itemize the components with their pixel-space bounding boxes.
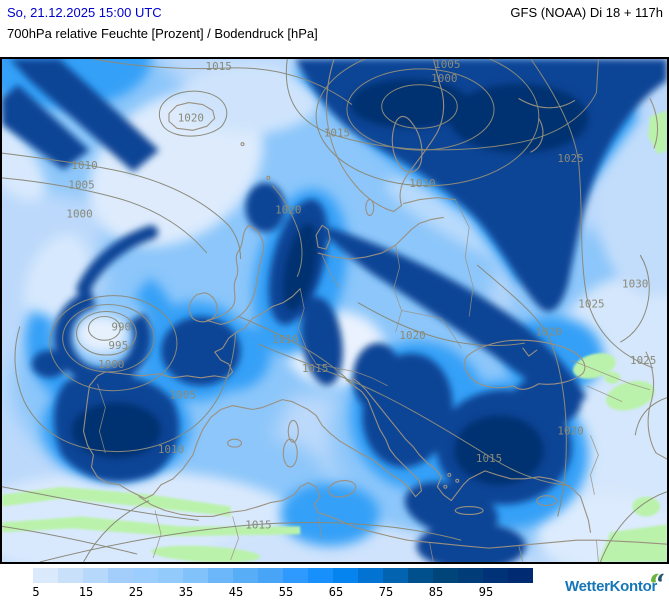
- caspian-coast: [645, 351, 667, 460]
- wetterkontor-logo-icon: [651, 573, 664, 583]
- legend-color-cell: [483, 568, 508, 583]
- isobar-label: 1015: [206, 60, 232, 73]
- humidity-deepest-layer: [71, 78, 589, 485]
- isobar-label: 990: [111, 320, 131, 333]
- legend-tick-label: 45: [228, 585, 244, 599]
- model-run-info: GFS (NOAA) Di 18 + 117h: [510, 5, 663, 20]
- adriatic-balkan-coast: [351, 377, 592, 533]
- legend-color-cell: [83, 568, 108, 583]
- isobar-label: 1000: [98, 358, 124, 371]
- isobar-label: 1015: [476, 452, 502, 465]
- legend-color-cell: [108, 568, 133, 583]
- legend-color-cell: [33, 568, 58, 583]
- scandinavia-coast: [325, 59, 445, 213]
- legend-tick-label: 5: [32, 585, 40, 599]
- isobar-label: 1015: [324, 126, 350, 139]
- legend-color-cell: [333, 568, 358, 583]
- legend-tick-label: 65: [328, 585, 344, 599]
- legend-color-cell: [283, 568, 308, 583]
- wetterkontor-logo-text: WetterKontor: [565, 578, 657, 595]
- isobar-label: 1000: [431, 72, 457, 85]
- legend-color-cell: [183, 568, 208, 583]
- humidity-color-scale: [33, 568, 533, 583]
- legend-tick-label: 35: [178, 585, 194, 599]
- legend-color-cell: [508, 568, 533, 583]
- legend-tick-label: 15: [78, 585, 94, 599]
- isobar-label: 1025: [630, 354, 656, 367]
- coastlines: [82, 59, 667, 549]
- isobar-label: 1000: [66, 207, 92, 220]
- legend-color-cell: [158, 568, 183, 583]
- sicily: [327, 480, 357, 498]
- forecast-datetime: So, 21.12.2025 15:00 UTC: [7, 5, 162, 20]
- cyprus: [536, 495, 558, 507]
- isobar-label: 1005: [170, 389, 196, 402]
- bothnia-coast: [391, 115, 423, 173]
- isobar-label: 1010: [158, 443, 184, 456]
- legend-color-cell: [358, 568, 383, 583]
- africa-coast: [138, 482, 667, 549]
- isobar-label: 1020: [399, 329, 425, 342]
- legend-tick-label: 75: [378, 585, 394, 599]
- legend-color-cell: [233, 568, 258, 583]
- continental-coast: [82, 288, 423, 500]
- black-sea-coast: [463, 339, 586, 390]
- isobar-label: 1005: [434, 59, 460, 71]
- isobar-label: 1010: [71, 159, 97, 172]
- dry-green-patches: [2, 110, 667, 562]
- crete: [454, 506, 484, 516]
- isobar-label: 995: [108, 339, 128, 352]
- wetterkontor-logo[interactable]: WetterKontor: [565, 573, 664, 596]
- denmark-coast: [315, 224, 331, 250]
- isobar-label: 1030: [622, 278, 648, 291]
- isobar-label: 1020: [275, 204, 301, 217]
- legend-tick-label: 85: [428, 585, 444, 599]
- map-title: 700hPa relative Feuchte [Prozent] / Bode…: [7, 26, 318, 41]
- britain-coast: [206, 224, 264, 325]
- legend-tick-label: 25: [128, 585, 144, 599]
- iceland-coast: [168, 102, 216, 131]
- isobar-label: 1025: [557, 152, 583, 165]
- isobar-label: 1020: [536, 325, 562, 338]
- legend-color-cell: [408, 568, 433, 583]
- corsica: [287, 419, 299, 443]
- legend-tick-label: 55: [278, 585, 294, 599]
- country-borders: [97, 199, 651, 562]
- isobar-label: 1025: [578, 298, 604, 311]
- isobar-contours: [2, 59, 667, 562]
- legend-color-cell: [458, 568, 483, 583]
- legend-tick-label: 95: [478, 585, 494, 599]
- isobar-label: 1015: [302, 362, 328, 375]
- weather-map: 1015 1020 1010 1005 1000 1020 1005 1000 1015 1010…: [0, 57, 669, 564]
- ireland-coast: [188, 292, 218, 323]
- isobar-label: 1005: [68, 179, 94, 192]
- legend-color-cell: [208, 568, 233, 583]
- legend-color-cell: [133, 568, 158, 583]
- isobar-label: 1010: [409, 177, 435, 190]
- legend-color-cell: [258, 568, 283, 583]
- isobar-label: 1020: [178, 111, 204, 124]
- isobar-label: 1015: [245, 518, 271, 531]
- legend-color-cell: [383, 568, 408, 583]
- isobar-label: 1020: [557, 424, 583, 437]
- legend-color-cell: [308, 568, 333, 583]
- isobar-label: 1010: [272, 333, 298, 346]
- legend-color-cell: [58, 568, 83, 583]
- legend-color-cell: [433, 568, 458, 583]
